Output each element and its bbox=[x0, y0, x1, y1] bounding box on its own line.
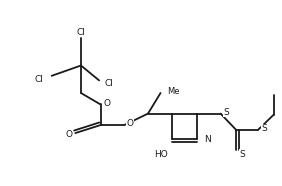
Text: N: N bbox=[204, 135, 211, 144]
Text: Cl: Cl bbox=[105, 79, 114, 88]
Text: S: S bbox=[239, 150, 245, 159]
Text: HO: HO bbox=[154, 150, 168, 159]
Text: O: O bbox=[127, 119, 134, 128]
Text: O: O bbox=[104, 99, 111, 108]
Text: Cl: Cl bbox=[35, 75, 44, 84]
Text: Cl: Cl bbox=[76, 28, 85, 37]
Text: Me: Me bbox=[168, 87, 180, 96]
Text: S: S bbox=[224, 108, 230, 117]
Text: O: O bbox=[66, 130, 73, 139]
Text: S: S bbox=[261, 124, 267, 133]
